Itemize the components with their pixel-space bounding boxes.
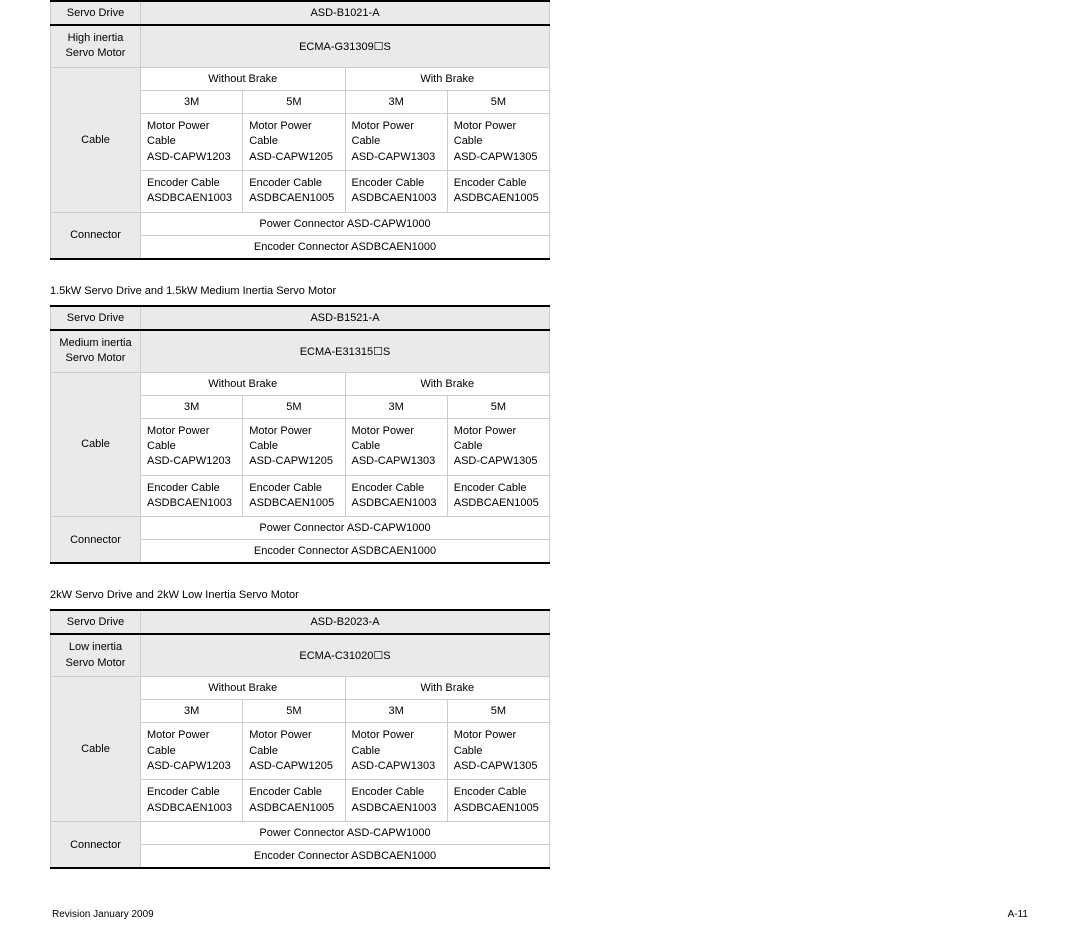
mpc-cell: Motor Power CableASD-CAPW1305 [447, 418, 549, 475]
mpc-cell: Motor Power CableASD-CAPW1203 [141, 113, 243, 170]
enc-cell: Encoder CableASDBCAEN1003 [141, 475, 243, 517]
spec-table-3: Servo Drive ASD-B2023-A Low inertia Serv… [50, 609, 550, 869]
enc-cell: Encoder CableASDBCAEN1003 [141, 780, 243, 822]
mpc-cell: Motor Power CableASD-CAPW1305 [447, 723, 549, 780]
enc-cell: Encoder CableASDBCAEN1003 [345, 475, 447, 517]
len-5m: 5M [243, 90, 345, 113]
connector-label: Connector [51, 517, 141, 564]
with-brake-header: With Brake [345, 67, 550, 90]
len-3m: 3M [141, 395, 243, 418]
len-3m: 3M [345, 395, 447, 418]
motor-type-label: Low inertia Servo Motor [51, 634, 141, 676]
encoder-connector: Encoder Connector ASDBCAEN1000 [141, 540, 550, 564]
cable-label: Cable [51, 67, 141, 212]
servo-drive-label: Servo Drive [51, 1, 141, 25]
servo-drive-label: Servo Drive [51, 306, 141, 330]
motor-type-label: Medium inertia Servo Motor [51, 330, 141, 372]
len-3m: 3M [141, 90, 243, 113]
enc-cell: Encoder CableASDBCAEN1003 [141, 170, 243, 212]
cable-label: Cable [51, 372, 141, 517]
encoder-connector: Encoder Connector ASDBCAEN1000 [141, 235, 550, 259]
enc-cell: Encoder CableASDBCAEN1005 [447, 780, 549, 822]
servo-motor-text: Servo Motor [66, 657, 126, 669]
table-2-caption: 1.5kW Servo Drive and 1.5kW Medium Inert… [50, 285, 1030, 297]
inertia-text: Low inertia [69, 641, 122, 653]
without-brake-header: Without Brake [141, 677, 346, 700]
len-3m: 3M [345, 90, 447, 113]
page-content: Servo Drive ASD-B1021-A High inertia Ser… [0, 0, 1080, 950]
motor-value: ECMA-G31309☐S [141, 25, 550, 67]
power-connector: Power Connector ASD-CAPW1000 [141, 212, 550, 235]
mpc-cell: Motor Power CableASD-CAPW1205 [243, 113, 345, 170]
spec-table-1: Servo Drive ASD-B1021-A High inertia Ser… [50, 0, 550, 260]
enc-cell: Encoder CableASDBCAEN1005 [447, 170, 549, 212]
table-3-caption: 2kW Servo Drive and 2kW Low Inertia Serv… [50, 589, 1030, 601]
connector-label: Connector [51, 212, 141, 259]
inertia-text: Medium inertia [59, 337, 131, 349]
len-3m: 3M [141, 700, 243, 723]
mpc-cell: Motor Power CableASD-CAPW1303 [345, 723, 447, 780]
len-5m: 5M [243, 700, 345, 723]
servo-motor-text: Servo Motor [66, 352, 126, 364]
motor-value: ECMA-E31315☐S [141, 330, 550, 372]
mpc-cell: Motor Power CableASD-CAPW1203 [141, 723, 243, 780]
with-brake-header: With Brake [345, 677, 550, 700]
motor-type-label: High inertia Servo Motor [51, 25, 141, 67]
mpc-cell: Motor Power CableASD-CAPW1303 [345, 113, 447, 170]
len-5m: 5M [243, 395, 345, 418]
inertia-text: High inertia [68, 32, 124, 44]
enc-cell: Encoder CableASDBCAEN1005 [243, 475, 345, 517]
page-footer: Revision January 2009 A-11 [50, 909, 1030, 920]
mpc-cell: Motor Power CableASD-CAPW1303 [345, 418, 447, 475]
mpc-cell: Motor Power CableASD-CAPW1205 [243, 723, 345, 780]
revision-text: Revision January 2009 [52, 909, 154, 920]
encoder-connector: Encoder Connector ASDBCAEN1000 [141, 845, 550, 869]
cable-label: Cable [51, 677, 141, 822]
servo-drive-label: Servo Drive [51, 610, 141, 634]
servo-drive-value: ASD-B1021-A [141, 1, 550, 25]
servo-drive-value: ASD-B1521-A [141, 306, 550, 330]
enc-cell: Encoder CableASDBCAEN1005 [243, 170, 345, 212]
connector-label: Connector [51, 822, 141, 869]
power-connector: Power Connector ASD-CAPW1000 [141, 517, 550, 540]
page-number: A-11 [1008, 909, 1028, 920]
spec-table-2: Servo Drive ASD-B1521-A Medium inertia S… [50, 305, 550, 565]
servo-drive-value: ASD-B2023-A [141, 610, 550, 634]
enc-cell: Encoder CableASDBCAEN1005 [243, 780, 345, 822]
len-3m: 3M [345, 700, 447, 723]
without-brake-header: Without Brake [141, 67, 346, 90]
motor-value: ECMA-C31020☐S [141, 634, 550, 676]
enc-cell: Encoder CableASDBCAEN1003 [345, 170, 447, 212]
len-5m: 5M [447, 395, 549, 418]
without-brake-header: Without Brake [141, 372, 346, 395]
power-connector: Power Connector ASD-CAPW1000 [141, 822, 550, 845]
with-brake-header: With Brake [345, 372, 550, 395]
enc-cell: Encoder CableASDBCAEN1005 [447, 475, 549, 517]
enc-cell: Encoder CableASDBCAEN1003 [345, 780, 447, 822]
servo-motor-text: Servo Motor [66, 47, 126, 59]
mpc-cell: Motor Power CableASD-CAPW1205 [243, 418, 345, 475]
mpc-cell: Motor Power CableASD-CAPW1203 [141, 418, 243, 475]
len-5m: 5M [447, 700, 549, 723]
mpc-cell: Motor Power CableASD-CAPW1305 [447, 113, 549, 170]
len-5m: 5M [447, 90, 549, 113]
